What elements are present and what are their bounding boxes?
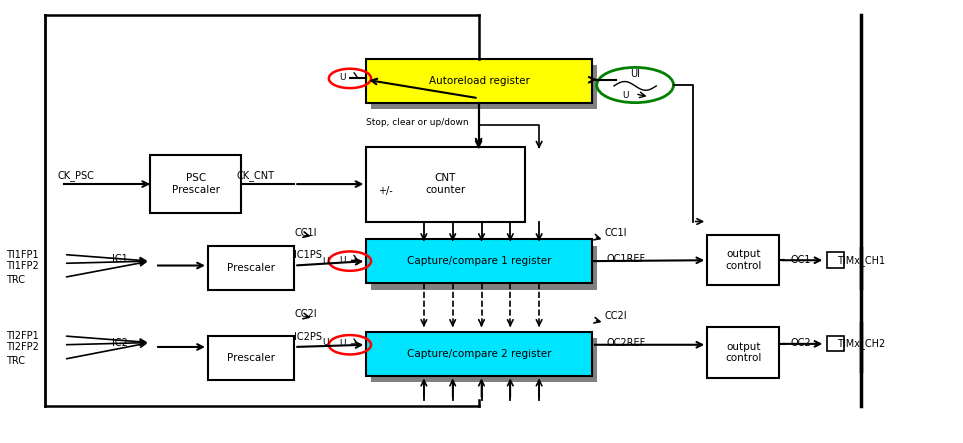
Text: TIMx_CH1: TIMx_CH1 [837, 255, 885, 266]
Text: CC1I: CC1I [295, 228, 317, 237]
Text: TRC: TRC [6, 357, 25, 366]
FancyBboxPatch shape [150, 155, 242, 213]
Text: CC2I: CC2I [605, 311, 627, 321]
Text: CNT
counter: CNT counter [426, 173, 466, 195]
Text: Capture/compare 1 register: Capture/compare 1 register [406, 256, 552, 266]
FancyBboxPatch shape [208, 336, 295, 380]
FancyBboxPatch shape [371, 246, 597, 290]
FancyBboxPatch shape [366, 147, 525, 222]
FancyBboxPatch shape [827, 336, 845, 351]
FancyBboxPatch shape [366, 58, 592, 103]
Text: TIMx_CH2: TIMx_CH2 [837, 338, 885, 350]
Text: U: U [622, 91, 629, 100]
Text: +/-: +/- [377, 186, 393, 196]
Text: Stop, clear or up/down: Stop, clear or up/down [366, 118, 469, 127]
Text: OC2REF: OC2REF [607, 338, 645, 348]
Text: IC1PS: IC1PS [295, 250, 323, 260]
Text: Prescaler: Prescaler [227, 353, 275, 363]
Text: TI1FP1: TI1FP1 [6, 249, 39, 260]
FancyBboxPatch shape [208, 246, 295, 290]
Text: TI2FP1: TI2FP1 [6, 331, 39, 341]
Text: UI: UI [630, 69, 640, 79]
Text: output
control: output control [725, 249, 762, 271]
Text: Capture/compare 2 register: Capture/compare 2 register [406, 349, 552, 358]
Text: U: U [339, 73, 346, 82]
Text: TI1FP2: TI1FP2 [6, 260, 39, 271]
Text: OC1: OC1 [791, 255, 811, 265]
Text: CC1I: CC1I [605, 228, 627, 237]
FancyBboxPatch shape [707, 235, 779, 285]
Text: CK_CNT: CK_CNT [237, 170, 274, 181]
Text: TRC: TRC [6, 275, 25, 284]
Text: IC2: IC2 [112, 338, 128, 348]
FancyBboxPatch shape [371, 65, 597, 109]
FancyBboxPatch shape [371, 338, 597, 382]
Text: OC1REF: OC1REF [607, 254, 645, 264]
Text: U: U [339, 256, 346, 265]
FancyBboxPatch shape [707, 327, 779, 378]
FancyBboxPatch shape [366, 331, 592, 376]
Text: CK_PSC: CK_PSC [57, 170, 94, 181]
Text: U: U [323, 338, 329, 347]
Text: output
control: output control [725, 342, 762, 363]
Text: TI2FP2: TI2FP2 [6, 342, 39, 352]
FancyBboxPatch shape [827, 253, 845, 268]
Text: IC2PS: IC2PS [295, 332, 323, 342]
Text: CC2I: CC2I [295, 309, 317, 319]
Text: U: U [323, 256, 329, 266]
FancyBboxPatch shape [366, 239, 592, 283]
Text: Autoreload register: Autoreload register [429, 76, 530, 85]
Text: Prescaler: Prescaler [227, 263, 275, 273]
Text: IC1: IC1 [112, 254, 127, 264]
Text: PSC
Prescaler: PSC Prescaler [171, 173, 220, 195]
Text: U: U [339, 339, 346, 348]
Text: OC2: OC2 [791, 338, 811, 348]
